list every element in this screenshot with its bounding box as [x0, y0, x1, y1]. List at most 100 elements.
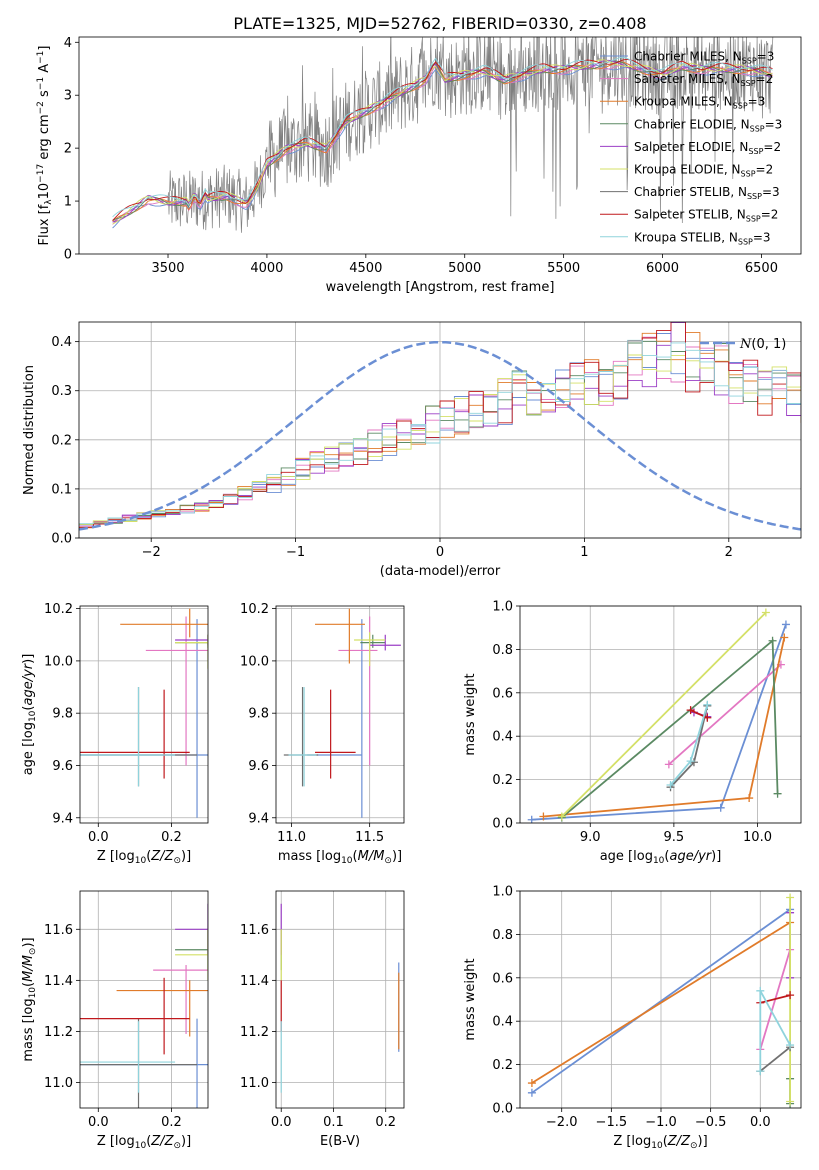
panel-massweight-vs-Z: −2.0 −1.5 −1.0 −0.5 0.0 0.0 0.2 0.4 0.6 0.8 1.0 mas…: [463, 885, 802, 1152]
panel-age-vs-Z: 0.0 0.2 9.4 9.6 9.8 10.0 10.2 age [log10(age/yr…: [21, 602, 209, 866]
x-tick-label: 4500: [349, 261, 382, 276]
y-tick-label: 0.6: [492, 686, 513, 701]
y-tick-label: 0.0: [492, 817, 513, 832]
weight-path: [531, 908, 791, 1094]
y-tick-label: 9.4: [248, 811, 269, 826]
weight-marker: [756, 1067, 765, 1076]
y-axis-label: age [log10(age/yr)]: [21, 654, 38, 776]
y-tick-label: 0: [64, 248, 72, 263]
axes: 0.0 0.2 11.0 11.2 11.4 11.6 mass [log10(M/M⊙)]…: [21, 923, 191, 1151]
errorbar-chabrier-elodie: [175, 929, 208, 971]
errorbar-salpeter-elodie: [175, 634, 208, 646]
axes-frame: [519, 605, 802, 824]
x-axis-label: Z [log10(Z/Z⊙)]: [97, 849, 191, 866]
y-tick-label: 9.8: [248, 707, 269, 722]
x-tick-label: −1.5: [596, 1115, 628, 1130]
axes: −2.0 −1.5 −1.0 −0.5 0.0 0.0 0.2 0.4 0.6 0.8 1.0 mas…: [463, 885, 771, 1152]
weight-marker: [768, 636, 777, 645]
weight-marker: [780, 633, 789, 642]
y-axis-label: Normed distribution: [22, 365, 37, 495]
x-tick-label: −2: [142, 545, 161, 560]
y-tick-label: 11.2: [240, 1025, 269, 1040]
y-tick-label: 11.0: [240, 1076, 269, 1091]
panel-residuals: −2 −1 0 1 2 0.0 0.1 0.2 0.3 0.4 (data-model)/error…: [22, 321, 802, 579]
axes: 0.0 0.2 9.4 9.6 9.8 10.0 10.2 age [log10(age/yr…: [21, 602, 191, 866]
grid: [80, 606, 208, 823]
axes-frame: [519, 890, 802, 1109]
legend-entry: Kroupa STELIB, NSSP=3: [634, 230, 771, 246]
weight-marker: [781, 620, 790, 629]
x-axis-label: age [log10(age/yr)]: [600, 849, 722, 866]
legend-entry: Chabrier STELIB, NSSP=3: [634, 185, 780, 201]
legend-entry: Salpeter MILES, NSSP=2: [634, 72, 773, 88]
axes-frame: [78, 321, 802, 539]
weight-marker: [703, 700, 712, 709]
plot-area: [527, 893, 795, 1108]
weight-marker: [666, 781, 675, 790]
weight-marker: [716, 803, 725, 812]
weight-marker: [786, 1097, 795, 1106]
y-tick-label: 10.2: [240, 602, 269, 617]
errorbar-kroupa-miles: [116, 980, 208, 1037]
model-line-salpeter-stelib: [112, 59, 773, 221]
weight-line-chabrier-miles: [527, 620, 790, 823]
legend-entry: Kroupa ELODIE, NSSP=2: [634, 163, 773, 179]
axes: 0.0 0.1 0.2 11.0 11.2 11.4 11.6 E(B-V): [240, 923, 396, 1149]
y-tick-label: 1.0: [492, 885, 513, 900]
y-tick-label: 11.6: [44, 923, 73, 938]
y-tick-label: 0.8: [492, 928, 513, 943]
y-tick-label: 4: [64, 36, 72, 51]
x-axis-label: wavelength [Angstrom, rest frame]: [326, 280, 555, 295]
weight-line-kroupa-miles: [539, 633, 789, 821]
plot-area: [80, 608, 208, 818]
observed-spectrum-line: [112, 37, 774, 233]
x-axis-label: mass [log10(M/M⊙)]: [278, 849, 402, 866]
model-line-kroupa-stelib: [112, 56, 773, 218]
x-tick-label: 6500: [745, 261, 778, 276]
x-tick-label: 3500: [151, 261, 184, 276]
x-tick-label: 9.0: [580, 830, 601, 845]
y-tick-label: 0.0: [492, 1102, 513, 1117]
x-tick-label: 0.2: [375, 1115, 396, 1130]
x-axis-label: E(B-V): [320, 1134, 360, 1149]
y-tick-label: 10.0: [240, 654, 269, 669]
weight-path: [531, 921, 791, 1084]
errorbar-salpeter-stelib: [80, 689, 190, 779]
x-tick-label: 10.0: [743, 830, 772, 845]
axes-frame: [79, 890, 209, 1109]
weight-path: [668, 663, 782, 766]
x-axis-label: Z [log10(Z/Z⊙)]: [613, 1134, 707, 1151]
weight-marker: [786, 991, 795, 1000]
y-axis-label: mass weight: [463, 673, 478, 755]
y-tick-label: 0.2: [492, 1058, 513, 1073]
legend: Chabrier MILES, NSSP=3 Salpeter MILES, NS…: [600, 50, 782, 246]
errorbar-salpeter-miles: [145, 616, 208, 766]
y-tick-label: 10.2: [44, 602, 73, 617]
weight-line-kroupa-stelib: [756, 986, 795, 1076]
plots: 3500 4000 4500 5000 5500 6000 6500 0 1 2 3 4 wavelen…: [21, 36, 802, 1152]
axes: 11.0 11.5 9.4 9.6 9.8 10.0 10.2 mass [log10(M/M…: [240, 602, 402, 866]
x-tick-label: 1: [580, 545, 588, 560]
x-tick-label: 0: [436, 545, 444, 560]
x-tick-label: 0.1: [323, 1115, 344, 1130]
grid: [276, 606, 404, 823]
y-tick-label: 0.1: [51, 482, 72, 497]
y-tick-label: 0.6: [492, 971, 513, 986]
y-tick-label: 0.2: [51, 433, 72, 448]
panel-massweight-vs-age: 9.0 9.5 10.0 0.0 0.2 0.4 0.6 0.8 1.0 mass weight a…: [463, 600, 802, 866]
weight-marker: [786, 893, 795, 902]
x-tick-label: 0.0: [750, 1115, 771, 1130]
y-tick-label: 0.2: [492, 773, 513, 788]
errorbar-kroupa-stelib: [80, 1021, 176, 1093]
histogram-salpeter-elodie: [79, 322, 801, 526]
errorbar-salpeter-miles: [153, 965, 208, 1034]
weight-path: [561, 611, 767, 818]
y-tick-label: 9.6: [248, 759, 269, 774]
x-tick-label: 9.5: [664, 830, 685, 845]
errorbar-salpeter-elodie: [175, 903, 208, 955]
grid: [79, 322, 801, 539]
y-tick-label: 2: [64, 142, 72, 157]
errorbar-salpeter-stelib: [315, 689, 356, 779]
plot-area: [79, 322, 801, 531]
